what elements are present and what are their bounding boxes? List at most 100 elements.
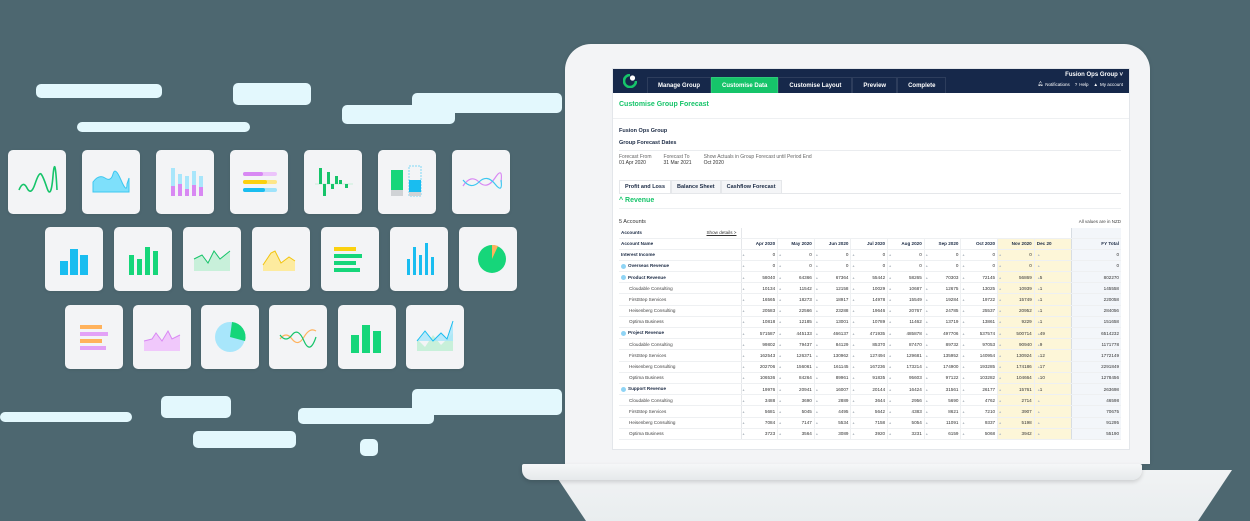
value-cell[interactable]: ▴ 0 xyxy=(777,249,815,261)
value-cell[interactable]: ▴ 140954 xyxy=(960,349,999,362)
tab-manage-group[interactable]: Manage Group xyxy=(647,77,712,93)
value-cell[interactable]: ▴ 1 xyxy=(1034,382,1071,396)
lock-icon[interactable]: ▴ xyxy=(999,408,1002,414)
lock-icon[interactable]: ▴ xyxy=(742,274,745,280)
value-cell[interactable]: ▴ 20144 xyxy=(850,382,889,396)
value-cell[interactable]: ▴ 0 xyxy=(741,260,779,273)
lock-icon[interactable]: ▴ xyxy=(742,364,745,370)
value-cell[interactable]: ▴ 0 xyxy=(814,249,852,261)
lock-icon[interactable]: ▴ xyxy=(889,431,892,437)
value-cell[interactable]: ▴ 10789 xyxy=(850,316,889,329)
value-cell[interactable]: ▴ 58040 xyxy=(741,271,779,284)
value-cell[interactable]: ▴ 3690 xyxy=(777,394,815,407)
lock-icon[interactable]: ▴ xyxy=(1037,308,1040,314)
lock-icon[interactable]: ▴ xyxy=(852,397,855,403)
value-cell[interactable]: ▴ 7147 xyxy=(777,417,815,429)
lock-icon[interactable]: ▴ xyxy=(779,364,782,370)
lock-icon[interactable]: ▴ xyxy=(1037,431,1040,437)
value-cell[interactable]: ▴ 4495 xyxy=(814,405,852,418)
org-switcher[interactable]: Fusion Ops Group ˅ xyxy=(1065,72,1123,78)
value-cell[interactable]: ▴ 16565 xyxy=(741,293,779,306)
lock-icon[interactable]: ▴ xyxy=(852,408,855,414)
value-cell[interactable]: ▴ 130924 xyxy=(997,349,1035,362)
value-cell[interactable]: ▴ 70303 xyxy=(924,271,962,284)
value-cell[interactable]: ▴ 193285 xyxy=(960,361,999,373)
lock-icon[interactable]: ▴ xyxy=(742,420,745,426)
lock-icon[interactable]: ▴ xyxy=(962,308,965,314)
lock-icon[interactable]: ▴ xyxy=(925,408,928,414)
lock-icon[interactable]: ▴ xyxy=(852,364,855,370)
collapse-toggle-icon[interactable] xyxy=(621,274,626,280)
value-cell[interactable]: ▴ 19646 xyxy=(850,305,889,317)
value-cell[interactable]: ▴ 22566 xyxy=(777,305,815,317)
lock-icon[interactable]: ▴ xyxy=(852,319,855,325)
lock-icon[interactable]: ▴ xyxy=(889,285,892,291)
lock-icon[interactable]: ▴ xyxy=(925,375,928,381)
lock-icon[interactable]: ▴ xyxy=(962,263,965,269)
lock-icon[interactable]: ▴ xyxy=(962,285,965,291)
value-cell[interactable]: ▴ 31561 xyxy=(924,382,962,396)
lock-icon[interactable]: ▴ xyxy=(962,297,965,303)
lock-icon[interactable]: ▴ xyxy=(999,386,1002,392)
collapse-toggle-icon[interactable] xyxy=(621,263,626,269)
lock-icon[interactable]: ▴ xyxy=(852,386,855,392)
value-cell[interactable]: ▴ 571587 xyxy=(741,326,779,340)
value-cell[interactable]: ▴ 10 xyxy=(1034,372,1071,384)
lock-icon[interactable]: ▴ xyxy=(852,308,855,314)
lock-icon[interactable]: ▴ xyxy=(1037,297,1040,303)
collapse-toggle-icon[interactable] xyxy=(621,330,626,336)
value-cell[interactable]: ▴ 20952 xyxy=(997,305,1035,317)
lock-icon[interactable]: ▴ xyxy=(889,364,892,370)
value-cell[interactable]: ▴ 167236 xyxy=(850,361,889,373)
lock-icon[interactable]: ▴ xyxy=(999,341,1002,347)
lock-icon[interactable]: ▴ xyxy=(742,397,745,403)
value-cell[interactable]: ▴ 485878 xyxy=(887,326,925,340)
value-cell[interactable]: ▴ 17 xyxy=(1034,361,1071,373)
lock-icon[interactable]: ▴ xyxy=(815,330,818,336)
tab-profit-and-loss[interactable]: Profit and Loss xyxy=(619,180,672,193)
value-cell[interactable]: ▴ 25537 xyxy=(960,305,999,317)
lock-icon[interactable]: ▴ xyxy=(1037,341,1040,347)
value-cell[interactable]: ▴ 5690 xyxy=(924,394,962,407)
lock-icon[interactable]: ▴ xyxy=(962,397,965,403)
value-cell[interactable]: ▴ 0 xyxy=(997,249,1035,261)
value-cell[interactable]: ▴ 3488 xyxy=(741,394,779,407)
lock-icon[interactable]: ▴ xyxy=(779,308,782,314)
lock-icon[interactable]: ▴ xyxy=(852,375,855,381)
value-cell[interactable]: ▴ 10029 xyxy=(850,282,889,295)
value-cell[interactable]: ▴ 127494 xyxy=(850,349,889,362)
lock-icon[interactable]: ▴ xyxy=(815,319,818,325)
lock-icon[interactable]: ▴ xyxy=(889,408,892,414)
value-cell[interactable]: ▴ 3942 xyxy=(997,428,1035,440)
value-cell[interactable]: ▴ 13001 xyxy=(814,316,852,329)
value-cell[interactable]: ▴ 20767 xyxy=(887,305,925,317)
lock-icon[interactable]: ▴ xyxy=(742,285,745,291)
value-cell[interactable]: ▴ 9229 xyxy=(997,316,1035,329)
value-cell[interactable]: ▴ 9337 xyxy=(960,417,999,429)
lock-icon[interactable]: ▴ xyxy=(1037,285,1040,291)
lock-icon[interactable]: ▴ xyxy=(1037,352,1040,358)
value-cell[interactable]: ▴ 3231 xyxy=(887,428,925,440)
lock-icon[interactable]: ▴ xyxy=(815,285,818,291)
lock-icon[interactable]: ▴ xyxy=(1037,375,1040,381)
lock-icon[interactable]: ▴ xyxy=(815,386,818,392)
value-cell[interactable]: ▴ 466137 xyxy=(814,326,852,340)
lock-icon[interactable]: ▴ xyxy=(742,431,745,437)
collapse-toggle-icon[interactable] xyxy=(621,386,626,392)
value-cell[interactable]: ▴ 0 xyxy=(960,260,999,273)
lock-icon[interactable]: ▴ xyxy=(815,375,818,381)
lock-icon[interactable]: ▴ xyxy=(962,375,965,381)
lock-icon[interactable]: ▴ xyxy=(925,308,928,314)
lock-icon[interactable]: ▴ xyxy=(962,341,965,347)
lock-icon[interactable]: ▴ xyxy=(852,263,855,269)
lock-icon[interactable]: ▴ xyxy=(999,263,1002,269)
value-cell[interactable]: ▴ 5068 xyxy=(960,428,999,440)
lock-icon[interactable]: ▴ xyxy=(889,252,892,258)
lock-icon[interactable]: ▴ xyxy=(999,297,1002,303)
value-cell[interactable]: ▴ 67364 xyxy=(814,271,852,284)
value-cell[interactable]: ▴ 174186 xyxy=(997,361,1035,373)
value-cell[interactable]: ▴ 87470 xyxy=(887,338,925,351)
lock-icon[interactable]: ▴ xyxy=(925,285,928,291)
value-cell[interactable]: ▴ 202706 xyxy=(741,361,779,373)
lock-icon[interactable]: ▴ xyxy=(779,397,782,403)
